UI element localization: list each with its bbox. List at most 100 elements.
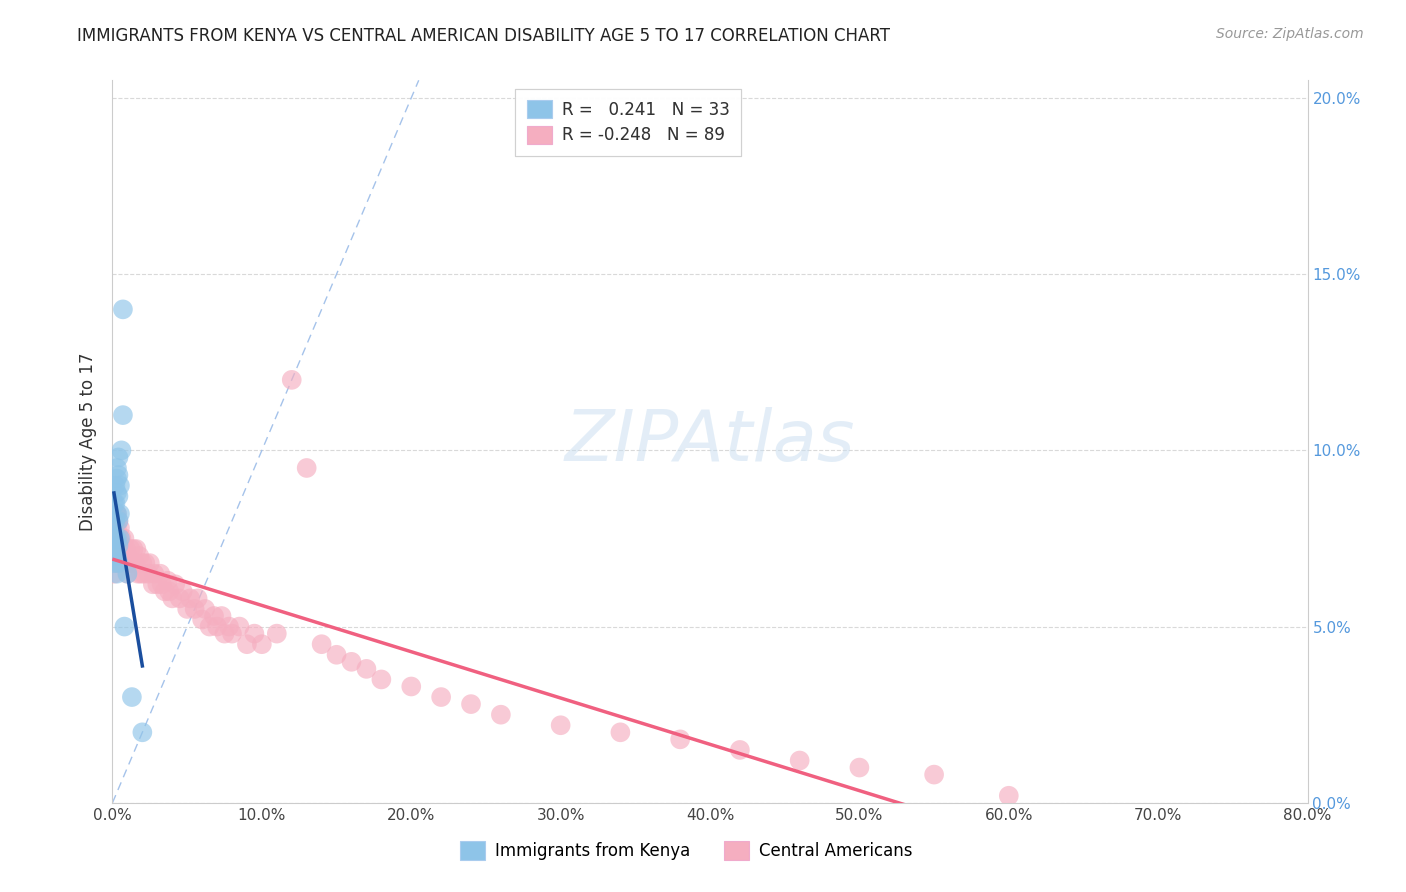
Point	[103, 566, 125, 581]
Point	[153, 584, 176, 599]
Point	[138, 566, 160, 581]
Point	[107, 532, 129, 546]
Point	[128, 549, 150, 563]
Point	[198, 619, 221, 633]
Point	[104, 514, 127, 528]
Point	[127, 566, 149, 581]
Point	[131, 556, 153, 570]
Point	[183, 602, 205, 616]
Point	[134, 556, 156, 570]
Point	[194, 602, 217, 616]
Point	[111, 302, 134, 317]
Point	[103, 514, 125, 528]
Y-axis label: Disability Age 5 to 17: Disability Age 5 to 17	[79, 352, 97, 531]
Point	[142, 577, 165, 591]
Point	[105, 521, 128, 535]
Point	[117, 566, 139, 581]
Point	[105, 507, 128, 521]
Legend: Immigrants from Kenya, Central Americans: Immigrants from Kenya, Central Americans	[453, 835, 920, 867]
Point	[108, 539, 131, 553]
Point	[110, 443, 132, 458]
Point	[105, 471, 128, 485]
Point	[669, 732, 692, 747]
Point	[107, 514, 129, 528]
Point	[104, 507, 127, 521]
Point	[108, 507, 131, 521]
Point	[728, 743, 751, 757]
Point	[105, 549, 128, 563]
Point	[117, 566, 139, 581]
Point	[221, 626, 243, 640]
Point	[105, 461, 128, 475]
Point	[108, 532, 131, 546]
Point	[430, 690, 453, 704]
Point	[104, 549, 127, 563]
Point	[107, 556, 129, 570]
Point	[114, 549, 135, 563]
Point	[789, 754, 811, 768]
Point	[105, 539, 128, 553]
Point	[105, 566, 128, 581]
Point	[218, 619, 240, 633]
Point	[105, 485, 128, 500]
Point	[236, 637, 259, 651]
Point	[104, 539, 127, 553]
Point	[281, 373, 304, 387]
Point	[110, 549, 132, 563]
Point	[103, 528, 125, 542]
Point	[105, 556, 128, 570]
Point	[489, 707, 512, 722]
Point	[202, 609, 225, 624]
Point	[156, 574, 179, 588]
Point	[104, 532, 127, 546]
Point	[609, 725, 631, 739]
Point	[125, 542, 148, 557]
Point	[107, 468, 129, 483]
Point	[103, 542, 125, 557]
Point	[111, 539, 134, 553]
Point	[104, 556, 127, 570]
Point	[250, 637, 273, 651]
Point	[162, 591, 183, 606]
Point	[146, 577, 169, 591]
Point	[110, 532, 132, 546]
Point	[107, 549, 129, 563]
Point	[205, 619, 228, 633]
Point	[325, 648, 347, 662]
Point	[121, 556, 143, 570]
Point	[150, 577, 173, 591]
Point	[107, 514, 129, 528]
Point	[460, 697, 482, 711]
Point	[118, 556, 141, 570]
Point	[401, 680, 423, 694]
Point	[104, 478, 127, 492]
Point	[111, 408, 134, 422]
Text: IMMIGRANTS FROM KENYA VS CENTRAL AMERICAN DISABILITY AGE 5 TO 17 CORRELATION CHA: IMMIGRANTS FROM KENYA VS CENTRAL AMERICA…	[77, 27, 890, 45]
Point	[103, 521, 125, 535]
Point	[124, 556, 146, 570]
Point	[129, 566, 152, 581]
Point	[103, 542, 125, 557]
Point	[149, 566, 172, 581]
Point	[107, 539, 129, 553]
Point	[243, 626, 266, 640]
Point	[295, 461, 318, 475]
Point	[187, 591, 209, 606]
Point	[117, 549, 139, 563]
Point	[108, 478, 131, 492]
Point	[340, 655, 363, 669]
Point	[122, 542, 145, 557]
Point	[191, 613, 214, 627]
Point	[111, 556, 134, 570]
Point	[211, 609, 233, 624]
Point	[172, 584, 194, 599]
Point	[115, 542, 138, 557]
Point	[143, 566, 166, 581]
Point	[550, 718, 572, 732]
Point	[311, 637, 333, 651]
Point	[104, 521, 127, 535]
Point	[356, 662, 378, 676]
Point	[103, 556, 125, 570]
Point	[103, 496, 125, 510]
Point	[179, 591, 201, 606]
